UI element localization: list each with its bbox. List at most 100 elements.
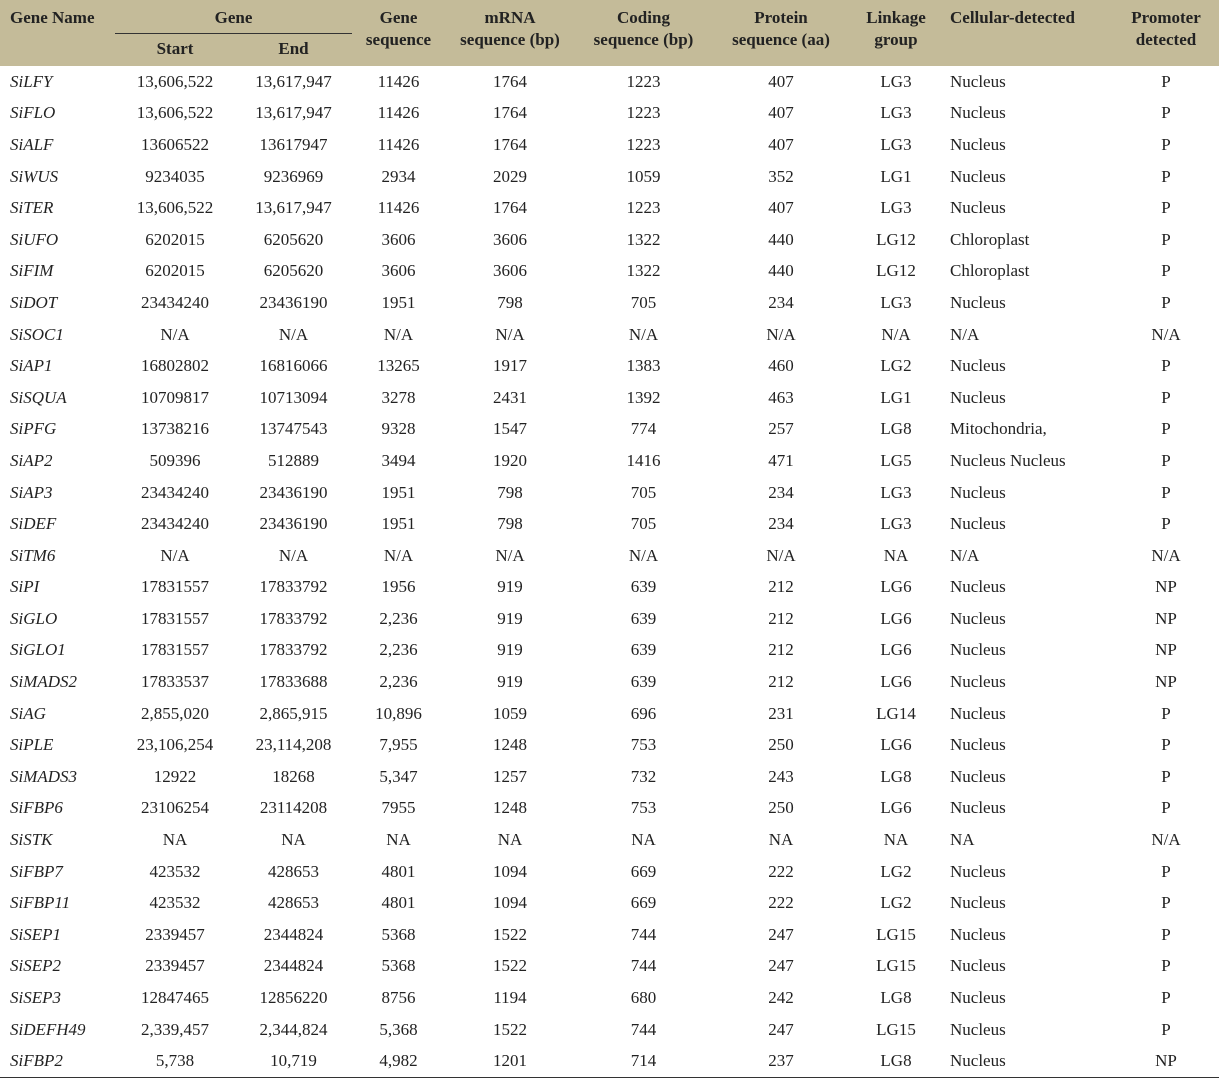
cell-protein-length: 212 xyxy=(768,672,794,692)
header-cellular: Cellular-detected xyxy=(942,0,1113,66)
cell-mrna-length: 1764 xyxy=(493,198,527,218)
cell-start: 23,106,254 xyxy=(136,735,214,755)
cell-end: 428653 xyxy=(268,861,319,881)
cell-linkage-group: LG1 xyxy=(880,166,912,186)
cell-coding-length: 680 xyxy=(630,988,657,1008)
cell-end: 17833792 xyxy=(259,577,328,597)
cell-gene-sequence: 1951 xyxy=(381,292,416,312)
cell-cellular-location: Nucleus xyxy=(950,134,1006,154)
cell-protein-length: 212 xyxy=(768,640,794,660)
cell-gene-sequence: 5368 xyxy=(381,924,416,944)
cell-mrna-length: 1764 xyxy=(493,134,527,154)
cell-mrna-length: 798 xyxy=(497,514,523,534)
cell-end: 13,617,947 xyxy=(255,198,332,218)
cell-end: 2,865,915 xyxy=(259,703,328,723)
cell-coding-length: 1223 xyxy=(626,198,661,218)
cell-end: 17833688 xyxy=(259,672,328,692)
cell-mrna-length: 2431 xyxy=(493,387,527,407)
cell-gene-name: SiFBP11 xyxy=(10,893,71,913)
header-promoter: Promoter detected xyxy=(1113,0,1219,66)
cell-coding-length: 705 xyxy=(630,514,657,534)
cell-gene-sequence: 1951 xyxy=(381,514,416,534)
table-row: SiTER 13,606,522 13,617,947 11426 1764 1223 40… xyxy=(0,192,1219,224)
cell-start: 17831557 xyxy=(141,608,209,628)
cell-cellular-location: Nucleus xyxy=(950,198,1006,218)
cell-gene-sequence: 11426 xyxy=(377,198,420,218)
cell-linkage-group: LG2 xyxy=(880,893,912,913)
cell-linkage-group: LG15 xyxy=(876,956,916,976)
header-coding: Coding sequence (bp) xyxy=(575,0,712,66)
cell-start: 16802802 xyxy=(141,356,209,376)
cell-protein-length: 407 xyxy=(768,103,794,123)
cell-gene-name: SiMADS3 xyxy=(10,766,78,786)
cell-protein-length: 250 xyxy=(768,798,794,818)
cell-coding-length: 705 xyxy=(630,292,657,312)
cell-coding-length: 669 xyxy=(630,893,657,913)
cell-coding-length: 1059 xyxy=(626,166,661,186)
cell-mrna-length: 919 xyxy=(497,672,523,692)
cell-mrna-length: 1764 xyxy=(493,103,527,123)
cell-cellular-location: Nucleus Nucleus xyxy=(950,450,1066,470)
header-line: Protein xyxy=(754,8,808,27)
cell-coding-length: 1322 xyxy=(626,229,661,249)
cell-end: N/A xyxy=(278,545,309,565)
cell-gene-sequence: 3606 xyxy=(381,229,416,249)
cell-start: 509396 xyxy=(149,450,201,470)
cell-protein-length: 407 xyxy=(768,198,794,218)
cell-gene-sequence: 5368 xyxy=(381,956,416,976)
cell-gene-name: SiSOC1 xyxy=(10,324,64,344)
cell-linkage-group: LG8 xyxy=(880,419,912,439)
cell-end: 17833792 xyxy=(259,608,328,628)
cell-mrna-length: NA xyxy=(497,830,523,850)
cell-gene-name: SiDOT xyxy=(10,292,58,312)
cell-end: 6205620 xyxy=(263,229,324,249)
cell-gene-name: SiFIM xyxy=(10,261,54,281)
cell-cellular-location: Nucleus xyxy=(950,861,1006,881)
cell-linkage-group: N/A xyxy=(881,324,911,344)
cell-cellular-location: Nucleus xyxy=(950,292,1006,312)
cell-mrna-length: N/A xyxy=(495,545,525,565)
cell-linkage-group: LG3 xyxy=(880,71,912,91)
cell-gene-name: SiPI xyxy=(10,577,40,597)
cell-promoter: NP xyxy=(1155,640,1177,660)
cell-gene-sequence: 11426 xyxy=(377,71,420,91)
cell-end: 13,617,947 xyxy=(255,71,332,91)
cell-end: 23436190 xyxy=(259,482,328,502)
cell-protein-length: 352 xyxy=(768,166,794,186)
header-line: sequence xyxy=(365,30,432,49)
cell-gene-name: SiLFY xyxy=(10,71,53,91)
table-row: SiMADS2 17833537 17833688 2,236 919 639 212 LG6… xyxy=(0,666,1219,698)
cell-gene-sequence: 4801 xyxy=(381,861,416,881)
cell-cellular-location: N/A xyxy=(950,324,980,344)
cell-cellular-location: Nucleus xyxy=(950,71,1006,91)
cell-start: 5,738 xyxy=(115,1045,235,1078)
cell-linkage-group: LG8 xyxy=(850,1045,942,1078)
cell-gene-sequence: 9328 xyxy=(381,419,416,439)
header-end: End xyxy=(235,33,352,66)
table-row: SiFBP6 23106254 23114208 7955 1248 753 250 LG6 N… xyxy=(0,793,1219,825)
cell-start: 17833537 xyxy=(141,672,209,692)
cell-linkage-group: NA xyxy=(883,545,909,565)
table-row: SiSEP2 2339457 2344824 5368 1522 744 247 LG15 Nu… xyxy=(0,951,1219,983)
cell-coding-length: N/A xyxy=(628,545,659,565)
table-row: SiPFG 13738216 13747543 9328 1547 774 257 LG8 Mi… xyxy=(0,414,1219,446)
cell-coding-length: N/A xyxy=(628,324,659,344)
header-line: mRNA xyxy=(484,8,536,27)
cell-protein-length: 247 xyxy=(768,924,794,944)
table-row: SiUFO 6202015 6205620 3606 3606 1322 440 LG12 Ch… xyxy=(0,224,1219,256)
cell-protein-length: 440 xyxy=(768,229,794,249)
cell-gene-sequence: 3278 xyxy=(381,387,416,407)
cell-coding-length: 774 xyxy=(630,419,657,439)
cell-gene-sequence: 7955 xyxy=(381,798,416,818)
cell-end: 23114208 xyxy=(259,798,328,818)
cell-start: 9234035 xyxy=(145,166,205,186)
cell-promoter: P xyxy=(1161,798,1171,818)
cell-gene-sequence: 5,347 xyxy=(379,766,418,786)
cell-end: 428653 xyxy=(268,893,319,913)
cell-gene-name: SiGLO1 xyxy=(10,640,66,660)
cell-end: 10,719 xyxy=(235,1045,352,1078)
cell-promoter: P xyxy=(1161,71,1171,91)
table-row: SiWUS 9234035 9236969 2934 2029 1059 352 LG1 Nuc… xyxy=(0,161,1219,193)
cell-mrna-length: 1547 xyxy=(493,419,527,439)
cell-gene-name: SiPFG xyxy=(10,419,57,439)
